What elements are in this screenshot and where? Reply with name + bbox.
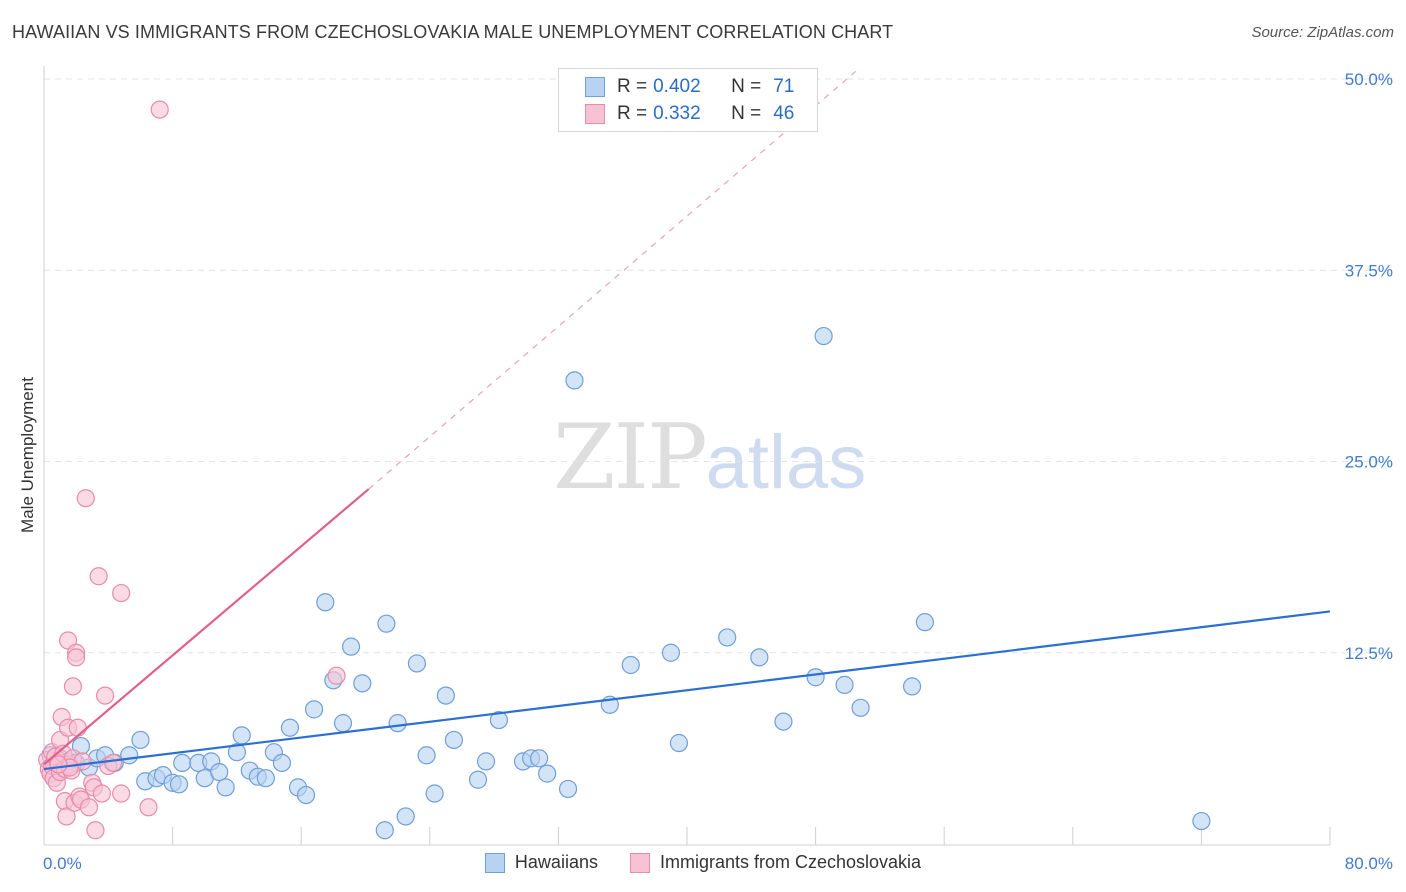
- hawaiian-point: [131, 730, 150, 750]
- hawaiian-point: [436, 686, 455, 705]
- series-legend-czechoslovakia: Immigrants from Czechoslovakia: [629, 852, 922, 873]
- hawaiian-point: [1192, 811, 1211, 831]
- hawaiian-point: [718, 628, 737, 647]
- hawaiian-point: [272, 753, 292, 773]
- correlation-legend: R = 0.402 N = 71 R = 0.332 N = 46: [558, 68, 818, 132]
- hawaiian-point: [468, 770, 488, 789]
- czechoslovakia-point: [112, 583, 131, 603]
- legend-r-value: 0.402: [653, 76, 701, 97]
- czechoslovakia-point: [150, 100, 169, 119]
- hawaiian-point: [621, 655, 640, 675]
- hawaiian-point: [851, 698, 870, 717]
- hawaiian-point: [333, 714, 353, 733]
- hawaiian-point: [476, 752, 496, 771]
- hawaiian-point: [280, 718, 300, 737]
- czechoslovakia-point: [89, 567, 108, 586]
- legend-row-czechoslovakia: R = 0.332 N = 46: [585, 102, 794, 126]
- hawaiian-point: [902, 677, 922, 696]
- hawaiian-point: [661, 643, 681, 662]
- hawaiian-point: [232, 726, 251, 745]
- hawaiian-point: [538, 764, 557, 783]
- source-label: Source: ZipAtlas.com: [1251, 24, 1394, 41]
- czechoslovakia-point: [95, 686, 115, 705]
- y-tick-label: 37.5%: [1345, 261, 1393, 280]
- hawaiian-point: [835, 675, 854, 694]
- hawaiian-point: [669, 733, 689, 753]
- hawaiian-point: [396, 807, 415, 826]
- watermark-atlas: atlas: [705, 420, 867, 505]
- hawaiian-point: [407, 654, 427, 673]
- series-swatch-pink: [629, 852, 650, 873]
- hawaiian-point: [169, 775, 189, 794]
- x-tick-label: 0.0%: [43, 854, 82, 873]
- hawaiian-point: [375, 821, 394, 840]
- hawaiian-point: [216, 778, 235, 797]
- hawaiian-point: [173, 753, 192, 773]
- hawaiian-point: [425, 784, 444, 803]
- watermark: ZIPatlas: [553, 405, 866, 510]
- hawaiian-point: [304, 700, 324, 719]
- series-legend-hawaiians: Hawaiians: [484, 852, 598, 873]
- hawaiian-point: [806, 668, 825, 687]
- series-name: Immigrants from Czechoslovakia: [659, 852, 922, 872]
- hawaiian-point: [558, 779, 578, 799]
- czechoslovakia-point: [86, 821, 105, 840]
- legend-r-label: R =: [617, 103, 648, 124]
- hawaiian-point: [489, 710, 509, 730]
- hawaiian-point: [256, 769, 275, 788]
- czechoslovakia-trend-extension: [368, 70, 857, 490]
- czechoslovakia-point: [139, 798, 158, 817]
- chart-title: HAWAIIAN VS IMMIGRANTS FROM CZECHOSLOVAK…: [12, 22, 894, 42]
- hawaiian-point: [353, 674, 372, 693]
- legend-r-value: 0.332: [653, 103, 701, 124]
- hawaiian-point: [814, 326, 833, 346]
- series-swatch-blue: [484, 852, 505, 873]
- legend-row-hawaiians: R = 0.402 N = 71: [585, 75, 794, 99]
- czechoslovakia-point: [57, 807, 76, 826]
- czechoslovakia-trend-line: [43, 488, 370, 766]
- hawaiian-point: [565, 371, 584, 390]
- legend-swatch-pink: [585, 104, 605, 124]
- hawaiian-trend-line: [43, 610, 1331, 771]
- series-legend: Hawaiians Immigrants from Czechoslovakia: [0, 852, 1406, 873]
- czechoslovakia-point: [112, 784, 131, 803]
- czechoslovakia-point: [76, 489, 95, 508]
- czechoslovakia-point: [92, 784, 111, 803]
- hawaiian-point: [316, 593, 335, 612]
- legend-n-label: N =: [731, 103, 762, 124]
- hawaiian-point: [210, 762, 229, 782]
- czechoslovakia-point: [68, 718, 87, 737]
- legend-n-label: N =: [731, 76, 762, 97]
- hawaiian-point: [227, 743, 246, 762]
- czechoslovakia-point: [63, 677, 83, 696]
- hawaiian-point: [296, 785, 316, 805]
- hawaiian-point: [120, 746, 139, 765]
- hawaiian-point: [530, 749, 549, 768]
- legend-r-label: R =: [617, 76, 648, 97]
- hawaiian-point: [750, 648, 769, 667]
- czechoslovakia-point: [79, 798, 99, 817]
- hawaiian-point: [341, 637, 361, 656]
- x-tick-label: 80.0%: [1345, 854, 1393, 873]
- legend-n-value: 46: [773, 103, 795, 124]
- hawaiian-point: [774, 712, 793, 731]
- legend-swatch-blue: [585, 77, 605, 97]
- hawaiian-point: [444, 730, 464, 750]
- czechoslovakia-point: [67, 648, 86, 667]
- czechoslovakia-point: [104, 753, 123, 773]
- y-tick-label: 12.5%: [1345, 644, 1393, 663]
- czechoslovakia-point: [327, 666, 346, 685]
- series-name: Hawaiians: [514, 852, 598, 872]
- legend-n-value: 71: [773, 76, 795, 97]
- hawaiian-point: [915, 613, 935, 632]
- y-tick-label: 50.0%: [1345, 70, 1393, 89]
- y-tick-label: 25.0%: [1345, 453, 1393, 472]
- hawaiian-point: [377, 614, 396, 633]
- watermark-zip: ZIP: [553, 405, 708, 510]
- hawaiian-point: [388, 714, 407, 733]
- hawaiian-point: [417, 746, 436, 765]
